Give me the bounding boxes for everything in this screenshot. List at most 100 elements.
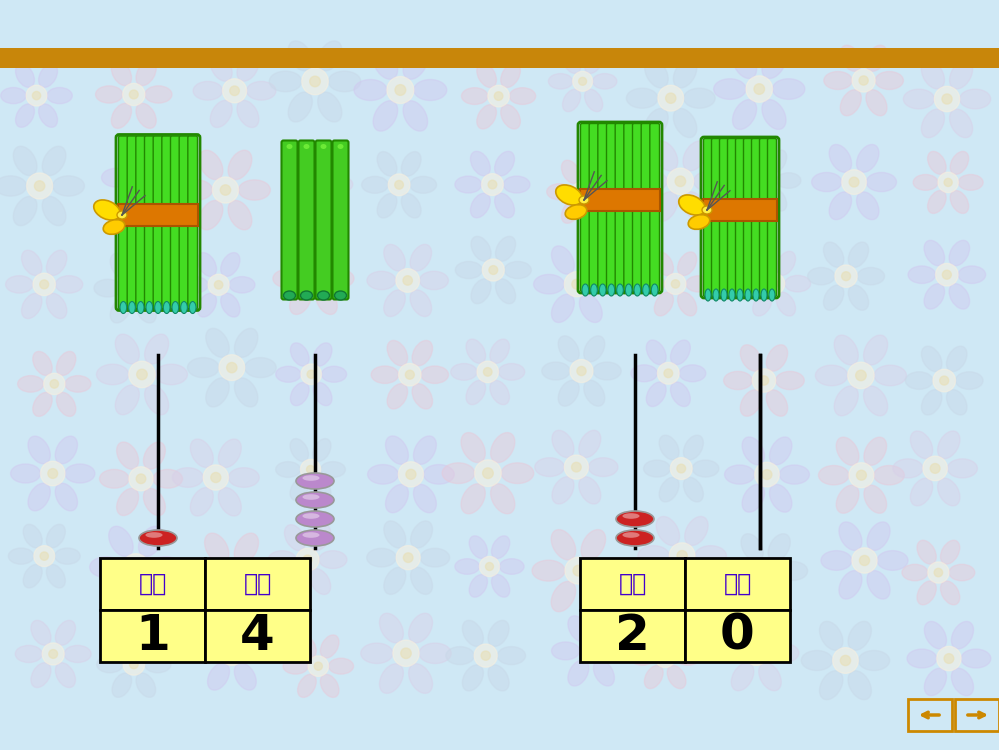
- FancyBboxPatch shape: [751, 139, 760, 296]
- Ellipse shape: [470, 536, 488, 559]
- Ellipse shape: [299, 192, 317, 214]
- Bar: [685, 558, 790, 610]
- Ellipse shape: [188, 358, 219, 378]
- Ellipse shape: [146, 141, 168, 168]
- Ellipse shape: [839, 571, 862, 599]
- Ellipse shape: [144, 488, 166, 515]
- Circle shape: [309, 174, 329, 194]
- Circle shape: [48, 469, 58, 478]
- Ellipse shape: [316, 242, 338, 269]
- Ellipse shape: [420, 643, 452, 664]
- Ellipse shape: [848, 621, 871, 650]
- Ellipse shape: [145, 334, 169, 364]
- Ellipse shape: [421, 548, 450, 567]
- Ellipse shape: [496, 236, 515, 261]
- Ellipse shape: [197, 253, 217, 277]
- Ellipse shape: [592, 74, 616, 89]
- Circle shape: [302, 267, 326, 290]
- Ellipse shape: [208, 663, 230, 690]
- Circle shape: [751, 648, 761, 658]
- Ellipse shape: [90, 556, 123, 578]
- Ellipse shape: [867, 571, 890, 599]
- Circle shape: [475, 644, 498, 668]
- Ellipse shape: [402, 152, 421, 176]
- Ellipse shape: [583, 380, 604, 406]
- Ellipse shape: [28, 483, 50, 511]
- Ellipse shape: [367, 548, 397, 567]
- Circle shape: [655, 647, 675, 668]
- Ellipse shape: [326, 269, 354, 288]
- Ellipse shape: [11, 464, 41, 483]
- Circle shape: [763, 273, 784, 294]
- Ellipse shape: [534, 458, 564, 476]
- FancyBboxPatch shape: [597, 124, 607, 292]
- Ellipse shape: [65, 376, 91, 392]
- Circle shape: [840, 656, 850, 666]
- Ellipse shape: [467, 380, 486, 405]
- Circle shape: [756, 170, 776, 190]
- Ellipse shape: [823, 242, 844, 267]
- Ellipse shape: [1, 88, 26, 104]
- Ellipse shape: [591, 560, 624, 581]
- Circle shape: [859, 76, 868, 85]
- Ellipse shape: [683, 88, 715, 108]
- Ellipse shape: [424, 464, 455, 484]
- Ellipse shape: [23, 524, 42, 548]
- Ellipse shape: [374, 49, 398, 80]
- Ellipse shape: [684, 566, 708, 595]
- Circle shape: [570, 359, 593, 382]
- Circle shape: [309, 274, 318, 284]
- Ellipse shape: [55, 483, 78, 511]
- Ellipse shape: [193, 82, 223, 100]
- Ellipse shape: [318, 92, 342, 122]
- Ellipse shape: [53, 176, 85, 196]
- Ellipse shape: [57, 392, 76, 416]
- Ellipse shape: [961, 649, 991, 668]
- Text: 2: 2: [615, 612, 650, 660]
- Ellipse shape: [235, 663, 257, 690]
- Ellipse shape: [548, 74, 572, 89]
- Circle shape: [129, 362, 155, 388]
- Ellipse shape: [283, 658, 308, 674]
- Ellipse shape: [284, 176, 309, 192]
- Ellipse shape: [778, 562, 807, 580]
- Ellipse shape: [8, 548, 34, 564]
- Circle shape: [33, 273, 55, 296]
- Ellipse shape: [670, 382, 690, 406]
- Ellipse shape: [644, 665, 663, 688]
- Ellipse shape: [840, 90, 861, 116]
- FancyBboxPatch shape: [641, 124, 650, 292]
- Ellipse shape: [57, 352, 76, 376]
- Circle shape: [123, 83, 145, 106]
- Ellipse shape: [602, 642, 630, 660]
- Ellipse shape: [55, 436, 78, 463]
- Ellipse shape: [462, 433, 486, 463]
- Ellipse shape: [863, 386, 888, 416]
- Ellipse shape: [146, 302, 153, 313]
- Ellipse shape: [599, 284, 606, 296]
- Ellipse shape: [902, 564, 928, 580]
- Circle shape: [131, 562, 141, 572]
- Ellipse shape: [413, 340, 433, 366]
- Ellipse shape: [759, 615, 781, 644]
- Ellipse shape: [646, 340, 666, 364]
- Ellipse shape: [498, 646, 525, 664]
- Ellipse shape: [467, 339, 486, 363]
- Ellipse shape: [864, 485, 886, 513]
- Ellipse shape: [683, 435, 703, 460]
- Ellipse shape: [875, 71, 903, 89]
- Circle shape: [215, 280, 223, 289]
- Ellipse shape: [630, 364, 657, 382]
- Ellipse shape: [752, 292, 772, 316]
- Ellipse shape: [917, 540, 936, 564]
- Ellipse shape: [145, 86, 172, 103]
- Ellipse shape: [462, 484, 486, 514]
- Ellipse shape: [316, 288, 338, 314]
- Ellipse shape: [112, 673, 132, 698]
- Circle shape: [40, 552, 48, 560]
- Circle shape: [131, 166, 155, 190]
- Ellipse shape: [910, 478, 933, 506]
- Ellipse shape: [938, 478, 960, 506]
- Circle shape: [483, 468, 494, 478]
- Ellipse shape: [139, 578, 163, 608]
